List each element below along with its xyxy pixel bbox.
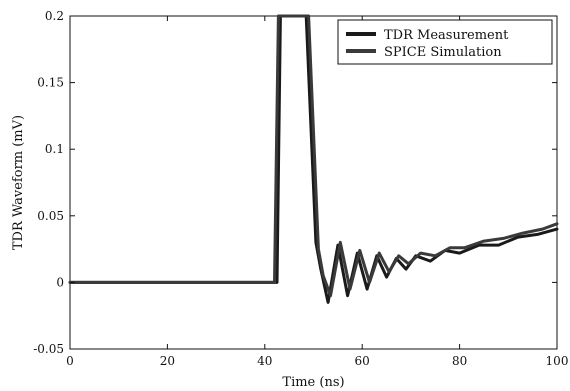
y-tick-label: 0.15 [37, 76, 64, 90]
x-tick-label: 40 [257, 354, 272, 368]
x-axis-label: Time (ns) [282, 375, 344, 390]
y-tick-label: -0.05 [33, 342, 64, 356]
x-tick-label: 80 [452, 354, 467, 368]
plot-frame [69, 15, 558, 350]
x-tick-label: 100 [546, 354, 569, 368]
y-tick-label: 0.2 [45, 9, 64, 23]
x-tick-label: 0 [66, 354, 74, 368]
series-line-2 [68, 14, 559, 298]
legend-label-1: TDR Measurement [384, 28, 509, 43]
y-axis-label: TDR Waveform (mV) [11, 115, 26, 250]
y-tick-label: 0.1 [45, 142, 64, 156]
x-tick-label: 60 [355, 354, 370, 368]
legend: TDR Measurement SPICE Simulation [337, 19, 553, 65]
plot-area [69, 15, 558, 350]
legend-label-2: SPICE Simulation [384, 45, 502, 60]
series-layer [68, 14, 559, 304]
y-tick-label: 0.05 [37, 209, 64, 223]
x-tick-label: 20 [160, 354, 175, 368]
y-tick-label: 0 [56, 275, 64, 289]
legend-box [337, 19, 553, 65]
